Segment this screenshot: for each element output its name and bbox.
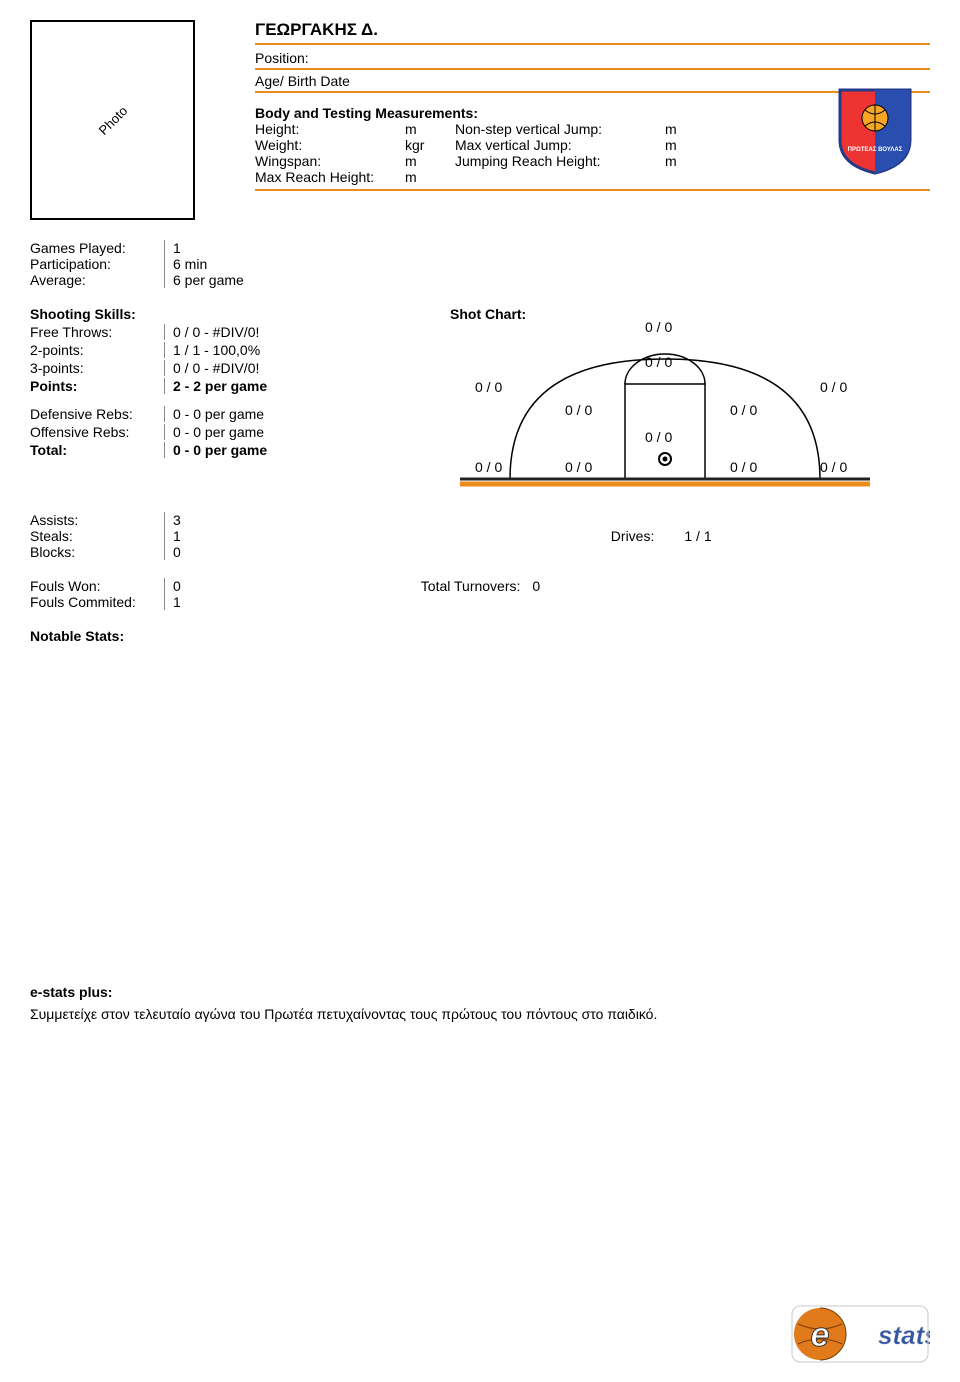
value: 1 / 1 - 100,0% [165,342,260,358]
notable-title: Notable Stats: [30,628,930,644]
zone-elbow-r: 0 / 0 [730,402,757,418]
misc-block: Assists:3 Steals: 1 Drives: 1 / 1 Blocks… [30,512,930,560]
measurements-title: Body and Testing Measurements: [255,105,930,121]
label: Games Played: [30,240,165,256]
court-diagram: 0 / 0 0 / 0 0 / 0 0 / 0 0 / 0 0 / 0 0 / … [450,324,880,494]
value: 0 [165,578,181,594]
estats-title: e-stats plus: [30,984,930,1000]
value: 0 [165,544,181,560]
label: Fouls Commited: [30,594,165,610]
turnovers-value: 0 [532,578,540,594]
shooting-and-chart: Free Throws:0 / 0 - #DIV/0! 2-points:1 /… [30,324,930,494]
value: 0 / 0 - #DIV/0! [165,360,259,376]
zone-left3: 0 / 0 [475,379,502,395]
section-headers: Shooting Skills: Shot Chart: [30,306,930,322]
player-info: ΓΕΩΡΓΑΚΗΣ Δ. Position: Age/ Birth Date B… [255,20,930,220]
value: 0 - 0 per game [165,406,264,422]
label: Weight: [255,137,405,153]
unit: m [665,137,695,153]
label: Non-step vertical Jump: [455,121,665,137]
estats-text: Συμμετείχε στον τελευταίο αγώνα του Πρωτ… [30,1006,930,1022]
label: Offensive Rebs: [30,424,165,440]
unit: m [405,121,455,137]
label: Wingspan: [255,153,405,169]
page-root: ΠΡΩΤΕΑΣ ΒΟΥΛΑΣ Photo ΓΕΩΡΓΑΚΗΣ Δ. Positi… [0,0,960,1382]
label: 2-points: [30,342,165,358]
position-label: Position: [255,49,930,66]
value: 6 min [165,256,207,272]
drives-value: 1 / 1 [684,528,711,544]
label: Assists: [30,512,165,528]
shooting-title: Shooting Skills: [30,306,450,322]
header-block: Photo ΓΕΩΡΓΑΚΗΣ Δ. Position: Age/ Birth … [30,20,930,220]
drives-label: Drives: [611,528,655,544]
label: Max Reach Height: [255,169,405,185]
zone-elbow-l: 0 / 0 [565,402,592,418]
label: Fouls Won: [30,578,165,594]
label: Participation: [30,256,165,272]
games-block: Games Played:1 Participation:6 min Avera… [30,240,930,288]
zone-mid-l: 0 / 0 [565,459,592,475]
divider [255,189,930,191]
zone-mid-r: 0 / 0 [730,459,757,475]
shooting-stats: Free Throws:0 / 0 - #DIV/0! 2-points:1 /… [30,324,450,494]
divider [255,91,930,93]
label: Average: [30,272,165,288]
value: 0 - 0 per game [165,424,264,440]
zone-corner-r: 0 / 0 [820,459,847,475]
unit: kgr [405,137,455,153]
zone-paint-c: 0 / 0 [645,429,672,445]
unit: m [665,121,695,137]
team-logo: ΠΡΩΤΕΑΣ ΒΟΥΛΑΣ [830,85,920,178]
divider [255,68,930,70]
value: 1 [165,240,181,256]
value: 6 per game [165,272,244,288]
photo-placeholder: Photo [30,20,195,220]
value: 1 [165,594,181,610]
fouls-block: Fouls Won: 0 Total Turnovers: 0 Fouls Co… [30,578,930,610]
label: Height: [255,121,405,137]
zone-paint-top: 0 / 0 [645,354,672,370]
svg-text:e: e [811,1316,830,1354]
label: Steals: [30,528,165,544]
divider [255,43,930,45]
value: 2 - 2 per game [165,378,267,394]
value: 0 / 0 - #DIV/0! [165,324,259,340]
zone-right3: 0 / 0 [820,379,847,395]
label: Defensive Rebs: [30,406,165,422]
photo-label: Photo [95,103,130,138]
measurements-grid: Height: m Non-step vertical Jump: m Weig… [255,121,930,185]
zone-corner-l: 0 / 0 [475,459,502,475]
shotchart-title: Shot Chart: [450,306,526,322]
estats-logo: e stats [790,1304,930,1367]
shot-chart: 0 / 0 0 / 0 0 / 0 0 / 0 0 / 0 0 / 0 0 / … [450,324,930,494]
unit: m [405,153,455,169]
value: 0 - 0 per game [165,442,267,458]
age-label: Age/ Birth Date [255,72,930,89]
unit: m [665,153,695,169]
label: Jumping Reach Height: [455,153,665,169]
value: 1 [165,528,181,544]
label: 3-points: [30,360,165,376]
value: 3 [165,512,181,528]
player-name: ΓΕΩΡΓΑΚΗΣ Δ. [255,20,930,42]
svg-text:stats: stats [878,1320,930,1350]
unit: m [405,169,455,185]
label: Free Throws: [30,324,165,340]
label: Max vertical Jump: [455,137,665,153]
zone-top: 0 / 0 [645,319,672,335]
label: Points: [30,378,165,394]
turnovers-label: Total Turnovers: [421,578,521,594]
label: Total: [30,442,165,458]
label: Blocks: [30,544,165,560]
svg-text:ΠΡΩΤΕΑΣ ΒΟΥΛΑΣ: ΠΡΩΤΕΑΣ ΒΟΥΛΑΣ [848,147,903,153]
